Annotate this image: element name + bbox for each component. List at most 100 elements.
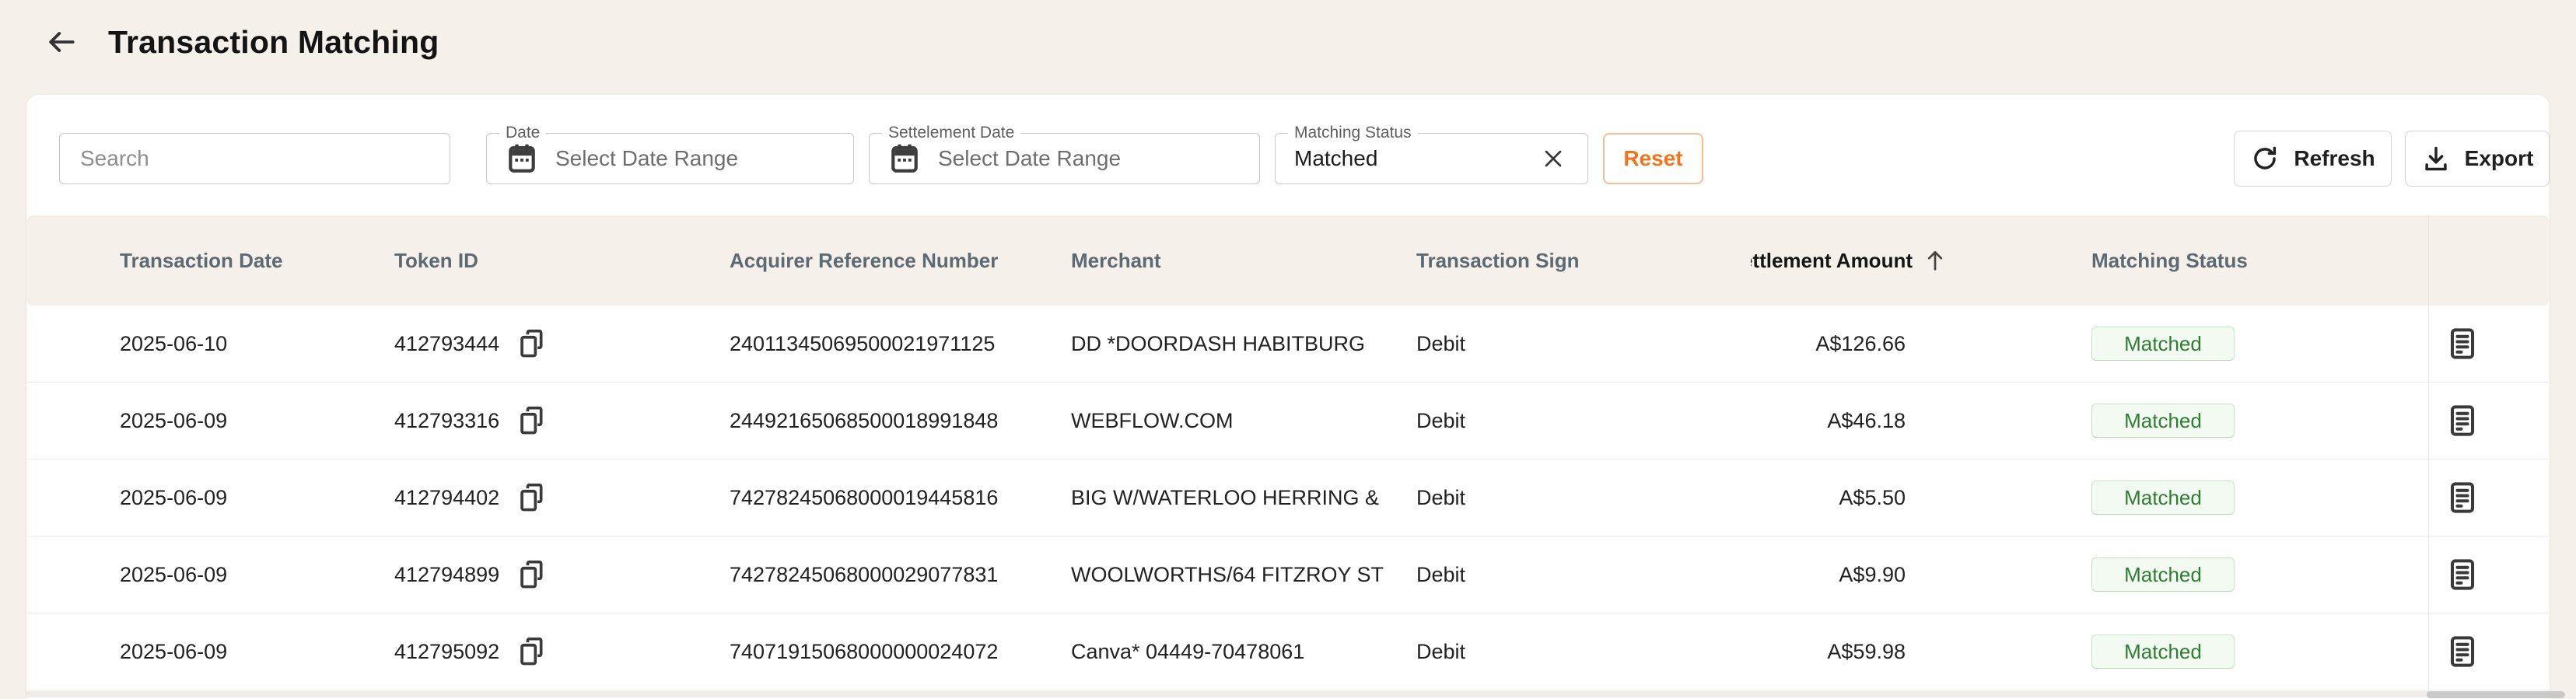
copy-icon [514, 557, 548, 592]
copy-token-id-button[interactable] [513, 326, 549, 362]
calendar-icon [506, 142, 538, 175]
horizontal-scrollbar-track [26, 691, 2550, 697]
date-range-placeholder: Select Date Range [555, 146, 739, 170]
copy-token-id-button[interactable] [513, 480, 549, 516]
cell-transaction-date: 2025-06-09 [120, 485, 228, 509]
column-header-token-id: Token ID [394, 248, 478, 272]
copy-icon [514, 327, 548, 361]
column-header-settlement-amount[interactable]: Settlement Amount [1751, 215, 2091, 306]
table-row: 2025-06-09 412795092 7407191506800000002… [26, 613, 2550, 690]
content-card: Date Select Date Range Settelement Date [26, 95, 2565, 699]
column-header-transaction-date: Transaction Date [120, 248, 283, 272]
sort-ascending-icon [1922, 247, 1948, 274]
cell-merchant: WEBFLOW.COM [1071, 408, 1234, 432]
cell-settlement-amount: A$5.50 [1839, 485, 1906, 509]
cell-actions [2428, 536, 2550, 613]
token-id-value: 412795092 [394, 639, 500, 663]
matching-status-field-label: Matching Status [1288, 122, 1418, 144]
cell-merchant: DD *DOORDASH HABITBURG [1071, 331, 1366, 355]
token-id-value: 412794402 [394, 485, 500, 509]
cell-acquirer-reference-number: 24011345069500021971125 [730, 331, 996, 355]
cell-token-id: 412793316 [394, 383, 730, 459]
view-details-button[interactable] [2444, 556, 2481, 593]
cell-acquirer-reference-number: 74071915068000000024072 [730, 639, 999, 663]
copy-icon [514, 404, 548, 438]
cell-transaction-date: 2025-06-09 [120, 408, 228, 432]
cell-acquirer-reference-number: 74278245068000019445816 [730, 485, 999, 509]
view-details-button[interactable] [2444, 479, 2481, 516]
calendar-icon [888, 142, 921, 175]
cell-merchant: BIG W/WATERLOO HERRING & [1071, 485, 1380, 509]
reset-filters-button[interactable]: Reset [1603, 133, 1703, 184]
view-details-button[interactable] [2444, 325, 2481, 362]
cell-token-id: 412795092 [394, 613, 730, 690]
column-header-settlement-amount-label: Settlement Amount [1751, 248, 1913, 272]
export-button-label: Export [2464, 146, 2534, 170]
cell-transaction-sign: Debit [1416, 485, 1466, 509]
cell-transaction-date: 2025-06-09 [120, 639, 228, 663]
cell-actions [2428, 306, 2550, 382]
date-field-label: Date [499, 122, 547, 144]
column-header-actions [2428, 215, 2550, 306]
cell-transaction-date: 2025-06-10 [120, 331, 228, 355]
table-body: 2025-06-10 412793444 2401134506950002197… [26, 306, 2550, 690]
back-arrow-icon [44, 25, 79, 59]
cell-settlement-amount: A$46.18 [1827, 408, 1906, 432]
export-button[interactable]: Export [2405, 131, 2550, 187]
cell-matching-status: Matched [2091, 613, 2428, 690]
copy-token-id-button[interactable] [513, 557, 549, 592]
column-header-matching-status: Matching Status [2091, 248, 2248, 272]
status-badge: Matched [2091, 327, 2235, 361]
column-header-acquirer-reference-number: Acquirer Reference Number [730, 248, 999, 272]
document-icon [2445, 403, 2480, 439]
cell-transaction-date: 2025-06-09 [120, 562, 228, 586]
matching-status-select[interactable]: Matching Status Matched [1275, 122, 1588, 184]
document-icon [2445, 557, 2480, 592]
close-icon [1539, 145, 1567, 173]
status-badge: Matched [2091, 557, 2235, 592]
view-details-button[interactable] [2444, 402, 2481, 439]
document-icon [2445, 326, 2480, 362]
view-details-button[interactable] [2444, 633, 2481, 670]
cell-transaction-sign: Debit [1416, 639, 1466, 663]
download-icon [2421, 144, 2451, 173]
cell-actions [2428, 383, 2550, 459]
copy-icon [514, 634, 548, 669]
cell-settlement-amount: A$9.90 [1839, 562, 1906, 586]
settlement-date-range-field[interactable]: Settelement Date Select Date Range [869, 122, 1260, 184]
cell-transaction-sign: Debit [1416, 331, 1466, 355]
cell-merchant: WOOLWORTHS/64 FITZROY ST [1071, 562, 1384, 586]
cell-settlement-amount: A$126.66 [1815, 331, 1906, 355]
column-header-transaction-sign: Transaction Sign [1416, 248, 1580, 272]
cell-token-id: 412794899 [394, 536, 730, 613]
cell-acquirer-reference-number: 74278245068000029077831 [730, 562, 999, 586]
refresh-icon [2250, 144, 2280, 173]
back-button[interactable] [43, 23, 80, 61]
cell-token-id: 412794402 [394, 460, 730, 536]
cell-settlement-amount: A$59.98 [1827, 639, 1906, 663]
copy-token-id-button[interactable] [513, 634, 549, 669]
refresh-button-label: Refresh [2294, 146, 2375, 170]
refresh-button[interactable]: Refresh [2234, 131, 2392, 187]
page-header: Transaction Matching [43, 23, 439, 61]
column-header-merchant: Merchant [1071, 248, 1161, 272]
matching-status-value: Matched [1294, 146, 1378, 170]
clear-matching-status-button[interactable] [1538, 143, 1569, 174]
table-row: 2025-06-10 412793444 2401134506950002197… [26, 306, 2550, 383]
cell-token-id: 412793444 [394, 306, 730, 382]
token-id-value: 412794899 [394, 562, 500, 586]
token-id-value: 412793316 [394, 408, 500, 432]
cell-matching-status: Matched [2091, 536, 2428, 613]
cell-actions [2428, 613, 2550, 690]
cell-acquirer-reference-number: 24492165068500018991848 [730, 408, 999, 432]
horizontal-scrollbar-thumb[interactable] [2427, 691, 2565, 698]
date-range-field[interactable]: Date Select Date Range [486, 122, 854, 184]
cell-merchant: Canva* 04449-70478061 [1071, 639, 1305, 663]
search-input[interactable] [59, 133, 450, 184]
cell-matching-status: Matched [2091, 383, 2428, 459]
status-badge: Matched [2091, 404, 2235, 438]
copy-token-id-button[interactable] [513, 403, 549, 439]
cell-actions [2428, 460, 2550, 536]
cell-matching-status: Matched [2091, 460, 2428, 536]
cell-transaction-sign: Debit [1416, 562, 1466, 586]
